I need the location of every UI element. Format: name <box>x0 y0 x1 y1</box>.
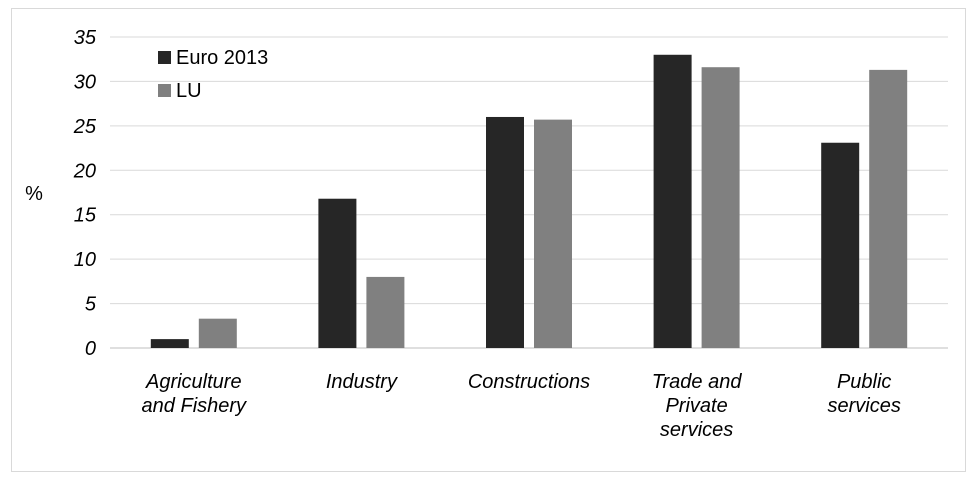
y-tick-label: 30 <box>74 71 96 93</box>
x-category-label: Agriculture <box>145 371 242 393</box>
y-tick-label: 0 <box>85 338 96 360</box>
y-tick-label: 35 <box>74 27 97 49</box>
y-tick-label: 5 <box>85 294 97 316</box>
x-category-label: Trade and <box>652 371 743 393</box>
x-category-label: services <box>828 395 901 417</box>
bar <box>821 142 860 348</box>
legend-swatch-lu <box>158 84 171 97</box>
x-category-label: Industry <box>326 371 398 393</box>
x-category-label: and Fishery <box>142 395 247 417</box>
x-category-label: Public <box>837 371 891 393</box>
bar <box>150 339 189 348</box>
x-category-label: Constructions <box>468 371 590 393</box>
x-category-label: services <box>660 419 733 441</box>
bar <box>701 67 740 348</box>
bar <box>486 116 524 348</box>
y-axis-tick-labels: 0 5 10 15 20 25 30 35 <box>73 27 97 360</box>
y-tick-label: 20 <box>73 160 96 182</box>
legend: Euro 2013 LU <box>158 47 268 102</box>
legend-label-lu: LU <box>176 80 202 102</box>
bars <box>150 54 908 349</box>
y-tick-label: 10 <box>74 249 96 271</box>
legend-label-euro-2013: Euro 2013 <box>176 47 268 69</box>
bar <box>534 119 572 348</box>
bar <box>869 69 908 349</box>
bar <box>366 276 405 348</box>
legend-swatch-euro-2013 <box>158 51 171 64</box>
bar <box>198 318 237 348</box>
y-tick-label: 25 <box>73 116 97 138</box>
gridlines <box>110 36 948 349</box>
y-tick-label: 15 <box>74 205 97 227</box>
bar <box>653 54 692 349</box>
y-axis-title: % <box>25 183 43 205</box>
x-category-label: Private <box>665 395 727 417</box>
bar <box>318 198 357 348</box>
